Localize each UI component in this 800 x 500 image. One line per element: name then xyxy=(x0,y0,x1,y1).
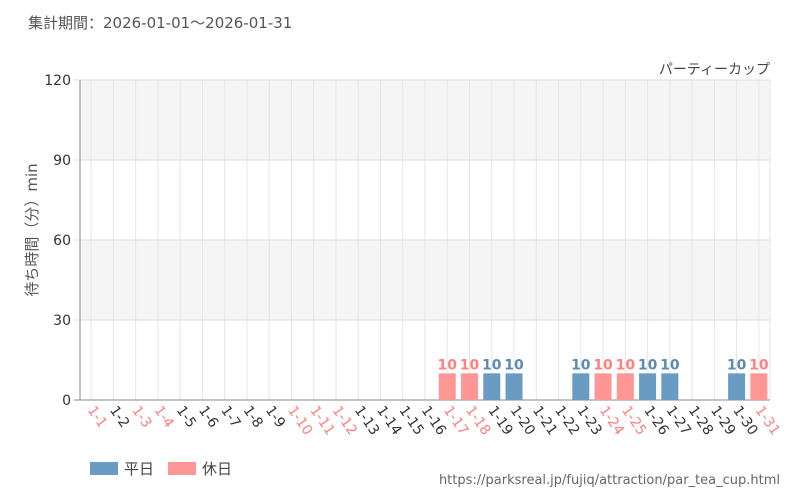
data-label: 10 xyxy=(593,357,613,373)
bar xyxy=(639,373,657,400)
y-tick-label: 60 xyxy=(53,233,71,249)
x-tick-label: 1-31 xyxy=(752,403,783,438)
x-tick-label: 1-7 xyxy=(217,403,243,431)
x-tick-label: 1-5 xyxy=(173,403,199,431)
bar xyxy=(505,373,523,400)
data-label: 10 xyxy=(460,357,480,373)
x-tick-label: 1-8 xyxy=(240,403,266,431)
x-tick-label: 1-1 xyxy=(84,403,110,431)
x-tick-label: 1-4 xyxy=(151,403,177,431)
bar xyxy=(572,373,590,400)
bar xyxy=(661,373,679,400)
data-label: 10 xyxy=(638,357,658,373)
source-url: https://parksreal.jp/fujiq/attraction/pa… xyxy=(438,473,780,488)
legend-item-holiday: 休日 xyxy=(168,458,232,479)
data-label: 10 xyxy=(438,357,458,373)
legend-item-weekday: 平日 xyxy=(90,458,154,479)
legend-swatch-holiday xyxy=(168,462,197,475)
x-tick-label: 1-6 xyxy=(195,403,221,431)
data-label: 10 xyxy=(504,357,524,373)
data-label: 10 xyxy=(727,357,747,373)
bars xyxy=(438,373,768,400)
x-tick-label: 1-9 xyxy=(262,403,288,431)
y-tick-label: 120 xyxy=(44,73,71,89)
collection-period: 集計期間：2026-01-01～2026-01-31 xyxy=(28,14,293,32)
bar xyxy=(728,373,746,400)
x-tick-label: 1-2 xyxy=(106,403,132,431)
y-tick-label: 0 xyxy=(62,393,71,409)
y-tick-label: 30 xyxy=(53,313,71,329)
data-label: 10 xyxy=(482,357,502,373)
bar xyxy=(750,373,768,400)
legend-label-holiday: 休日 xyxy=(202,460,233,478)
data-label: 10 xyxy=(749,357,769,373)
legend: 平日 休日 xyxy=(90,458,232,479)
bar xyxy=(594,373,612,400)
y-axis-label: 待ち時間（分）min xyxy=(23,163,41,296)
bar xyxy=(616,373,634,400)
bar xyxy=(438,373,456,400)
data-labels: 10 10 10 10 10 10 10 10 10 10 10 xyxy=(438,357,769,373)
x-tick-labels: 1-11-21-31-41-51-61-71-81-91-101-111-121… xyxy=(84,403,783,438)
bar xyxy=(483,373,501,400)
legend-label-weekday: 平日 xyxy=(124,460,155,478)
bar xyxy=(461,373,479,400)
chart-title: パーティーカップ xyxy=(659,62,770,78)
x-tick-label: 1-3 xyxy=(128,403,154,431)
y-tick-labels: 0 30 60 90 120 xyxy=(44,73,71,409)
data-label: 10 xyxy=(571,357,591,373)
grid-lines xyxy=(74,79,771,401)
y-tick-label: 90 xyxy=(53,153,71,169)
legend-swatch-weekday xyxy=(90,462,118,475)
data-label: 10 xyxy=(616,357,636,373)
data-label: 10 xyxy=(660,357,680,373)
